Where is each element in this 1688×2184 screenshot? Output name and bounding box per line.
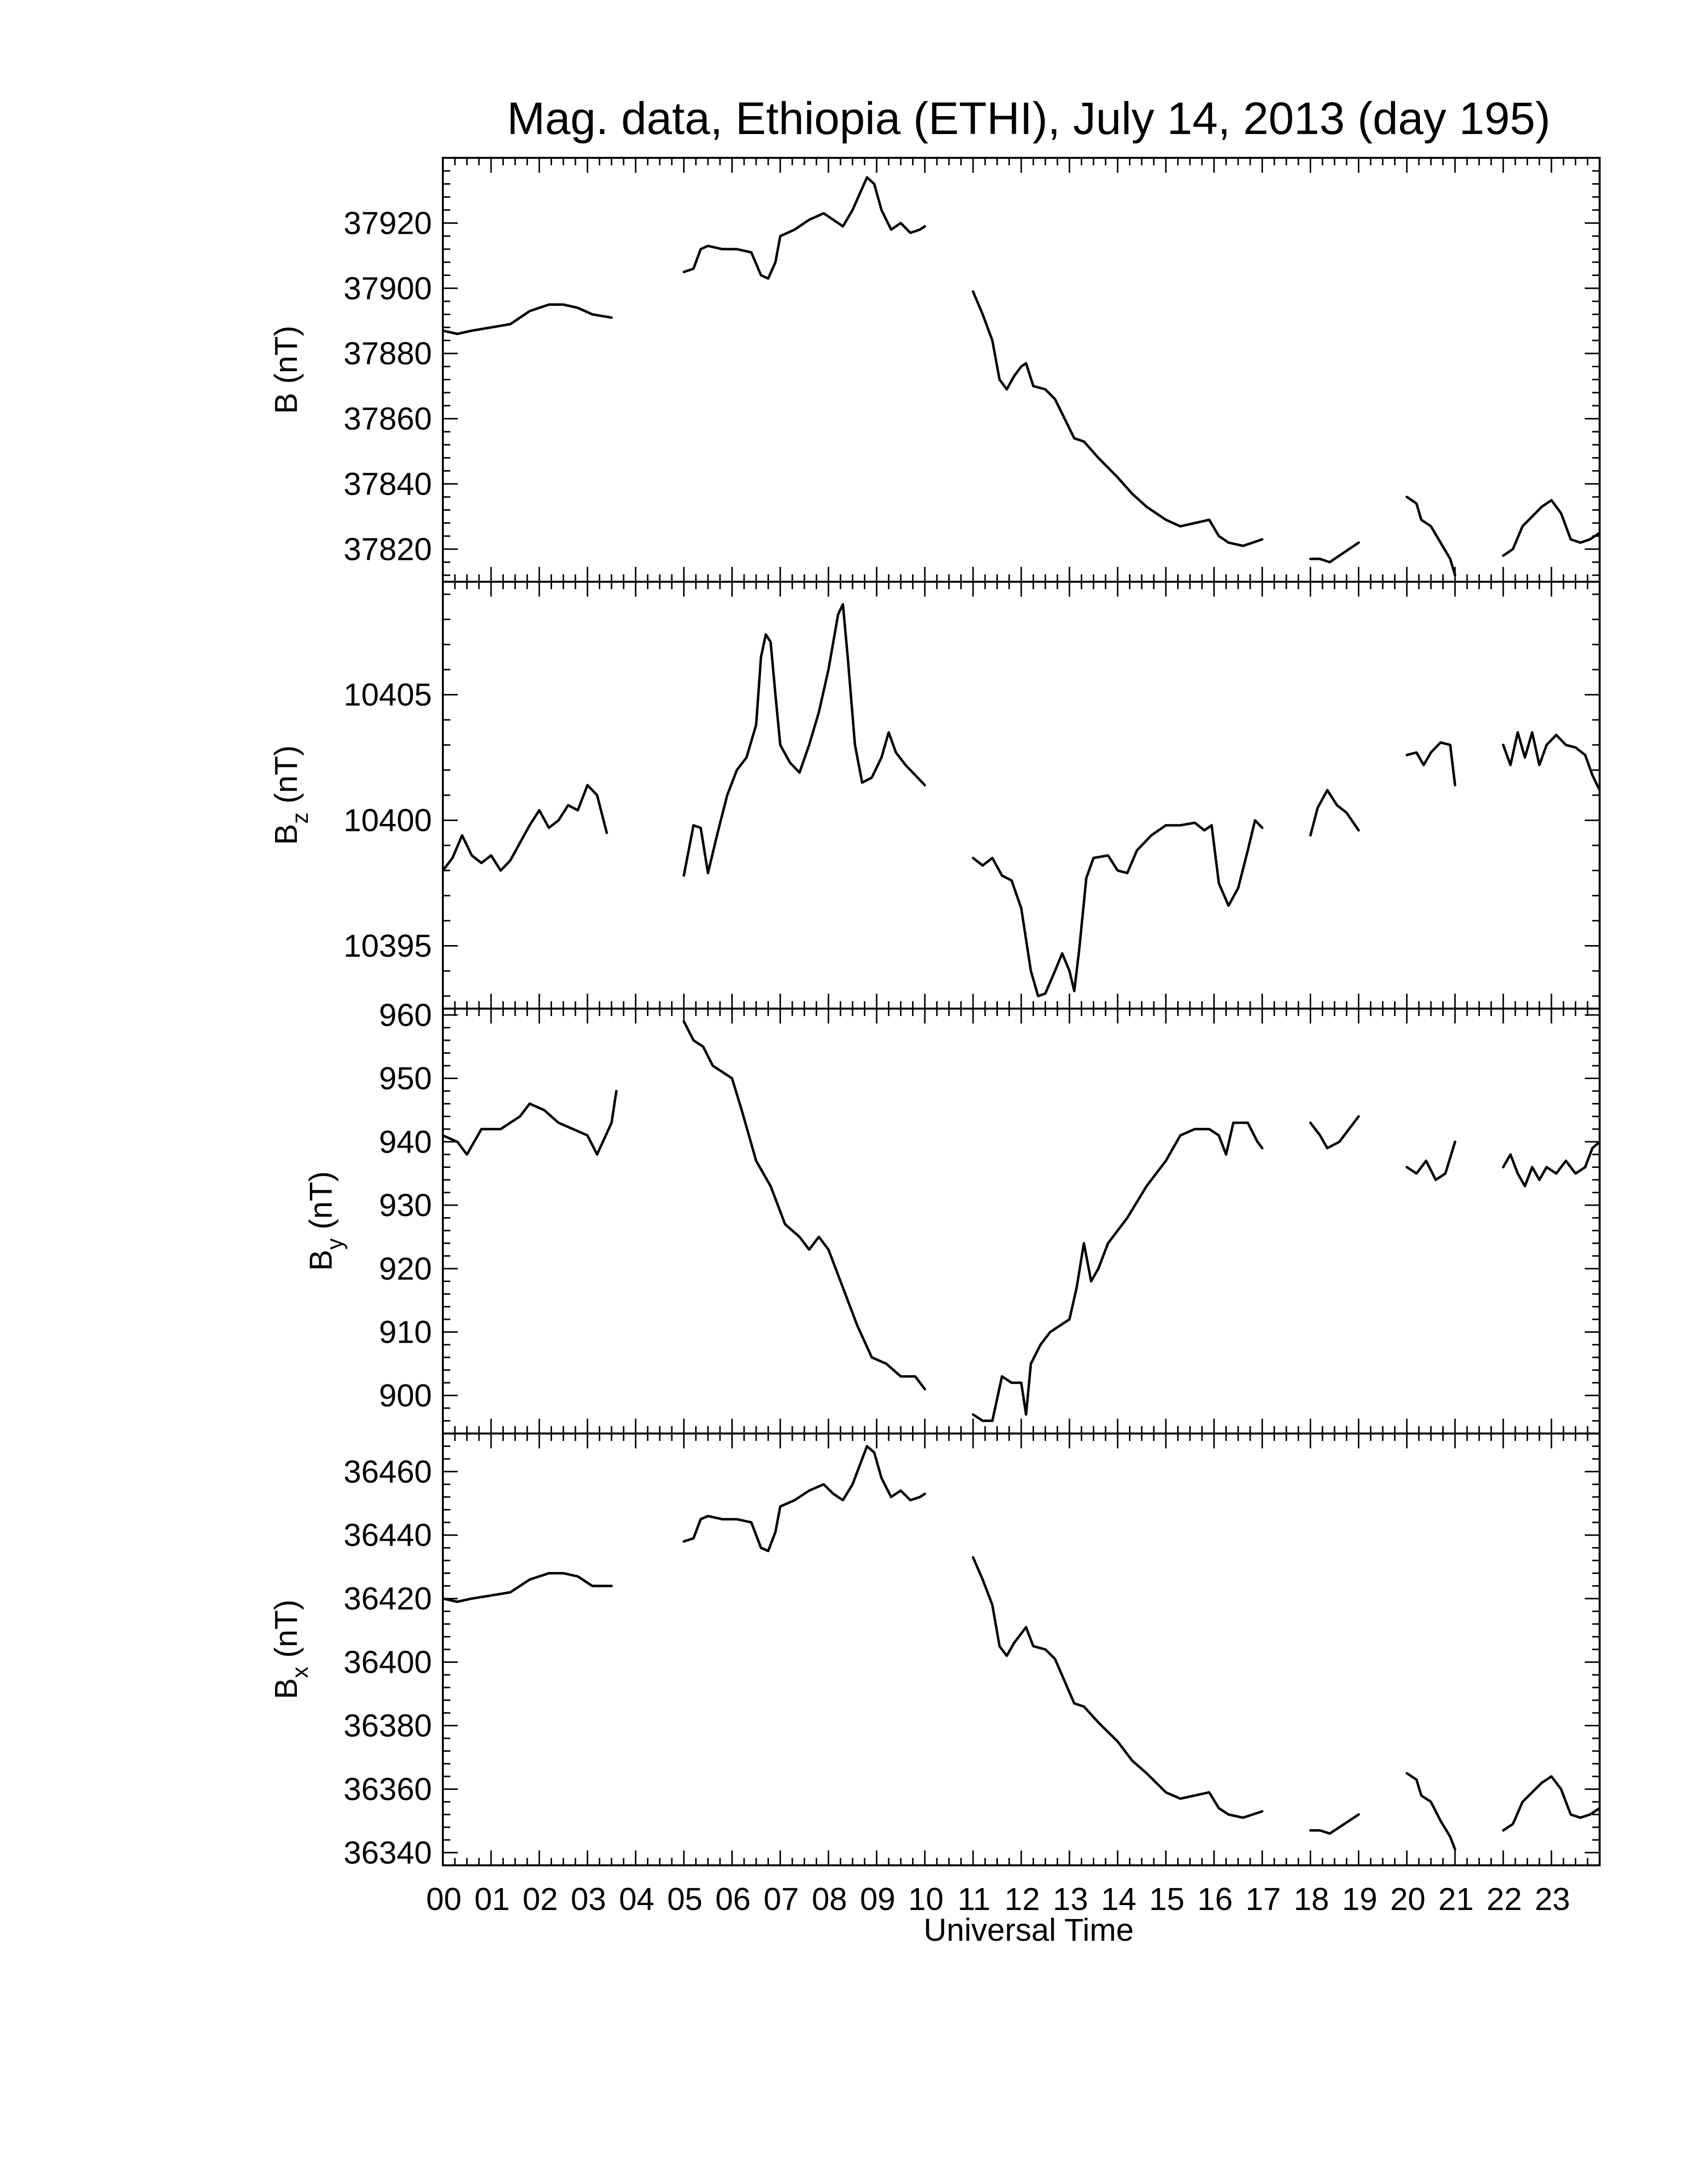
x-tick-label: 09 xyxy=(860,1881,895,1917)
y-axis-title: Bz (nT) xyxy=(268,746,313,845)
x-tick-label: 02 xyxy=(523,1881,558,1917)
y-tick-label: 36380 xyxy=(344,1708,432,1744)
series-line-bz xyxy=(1502,731,1600,792)
x-tick-label: 01 xyxy=(474,1881,509,1917)
y-tick-label: 37900 xyxy=(344,271,432,306)
panels-layer: 37820 37840 37860 37880 37900 37920 B (nT) 1039… xyxy=(268,157,1601,1917)
series-line-bx xyxy=(443,1572,613,1603)
y-tick-label: 10400 xyxy=(344,803,432,838)
series-line-bz xyxy=(1309,789,1360,837)
x-tick-label: 19 xyxy=(1342,1881,1377,1917)
y-tick-label: 930 xyxy=(379,1187,432,1223)
y-tick-label: 37820 xyxy=(344,531,432,567)
y-tick-label: 36360 xyxy=(344,1771,432,1807)
y-tick-label: 910 xyxy=(379,1314,432,1350)
panel-bx: 36340 36360 36380 36400 36420 36440 36460 Bx (n… xyxy=(268,1433,1601,1870)
series-line-bx xyxy=(1502,1775,1600,1832)
x-tick-label: 22 xyxy=(1486,1881,1522,1917)
series-line-bz xyxy=(972,819,1264,998)
y-tick-label: 36340 xyxy=(344,1835,432,1870)
y-tick-label: 940 xyxy=(379,1124,432,1160)
y-tick-label: 900 xyxy=(379,1377,432,1413)
series-line-by xyxy=(443,1090,618,1156)
series-line-bx xyxy=(1309,1813,1360,1835)
x-tick-label: 04 xyxy=(619,1881,654,1917)
series-line-bx xyxy=(682,1445,926,1553)
y-tick-label: 960 xyxy=(379,997,432,1033)
series-line-bx xyxy=(1406,1772,1457,1851)
series-line-by xyxy=(1309,1115,1360,1150)
y-tick-label: 36460 xyxy=(344,1454,432,1490)
y-tick-label: 36420 xyxy=(344,1581,432,1617)
series-line-by xyxy=(1406,1140,1457,1181)
series-line-by xyxy=(1502,1140,1600,1188)
x-tick-label: 14 xyxy=(1101,1881,1136,1917)
series-line-bz xyxy=(443,784,608,872)
x-tick-label: 00 xyxy=(426,1881,461,1917)
x-tick-label: 21 xyxy=(1438,1881,1474,1917)
y-tick-label: 37920 xyxy=(344,205,432,241)
series-line-b xyxy=(682,176,926,280)
panel-bz: 10395 10400 10405 Bz (nT) xyxy=(268,581,1601,1010)
x-tick-label: 10 xyxy=(908,1881,943,1917)
panel-by: 900 910 920 930 940 950 960 By (nT) xyxy=(303,997,1601,1434)
series-line-bz xyxy=(682,603,926,877)
y-tick-label: 920 xyxy=(379,1251,432,1287)
y-axis-title: By (nT) xyxy=(303,1171,348,1271)
series-line-b xyxy=(1309,541,1360,564)
series-line-bz xyxy=(1406,741,1457,787)
x-tick-label: 15 xyxy=(1149,1881,1185,1917)
series-line-bx xyxy=(972,1556,1264,1819)
y-axis-title: B (nT) xyxy=(268,326,304,414)
series-line-b xyxy=(443,303,613,336)
series-line-b xyxy=(1502,499,1600,557)
series-line-by xyxy=(972,1121,1264,1422)
x-axis-title: Universal Time xyxy=(923,1912,1133,1948)
x-tick-label: 03 xyxy=(571,1881,606,1917)
x-tick-label: 06 xyxy=(715,1881,751,1917)
x-tick-label: 20 xyxy=(1390,1881,1425,1917)
y-tick-label: 36440 xyxy=(344,1517,432,1553)
panel-b: 37820 37840 37860 37880 37900 37920 B (nT) xyxy=(268,157,1601,583)
x-tick-label: 23 xyxy=(1535,1881,1570,1917)
series-line-by xyxy=(682,1020,926,1391)
x-tick-label: 16 xyxy=(1197,1881,1233,1917)
y-tick-label: 10405 xyxy=(344,677,432,713)
x-tick-label: 12 xyxy=(1004,1881,1040,1917)
x-tick-label: 13 xyxy=(1053,1881,1088,1917)
y-tick-label: 37840 xyxy=(344,466,432,502)
x-tick-label: 18 xyxy=(1294,1881,1329,1917)
series-line-b xyxy=(1406,495,1457,577)
y-tick-label: 36400 xyxy=(344,1644,432,1680)
y-axis-title: Bx (nT) xyxy=(268,1600,313,1700)
x-tick-label: 05 xyxy=(667,1881,703,1917)
y-tick-label: 37860 xyxy=(344,401,432,437)
series-line-b xyxy=(972,290,1264,547)
chart-title: Mag. data, Ethiopia (ETHI), July 14, 201… xyxy=(507,93,1550,144)
x-tick-label: 08 xyxy=(812,1881,847,1917)
x-tick-label: 17 xyxy=(1246,1881,1281,1917)
y-tick-label: 10395 xyxy=(344,928,432,964)
x-tick-label: 07 xyxy=(764,1881,799,1917)
x-tick-label: 11 xyxy=(958,1881,990,1917)
y-tick-label: 950 xyxy=(379,1061,432,1096)
y-tick-label: 37880 xyxy=(344,336,432,371)
